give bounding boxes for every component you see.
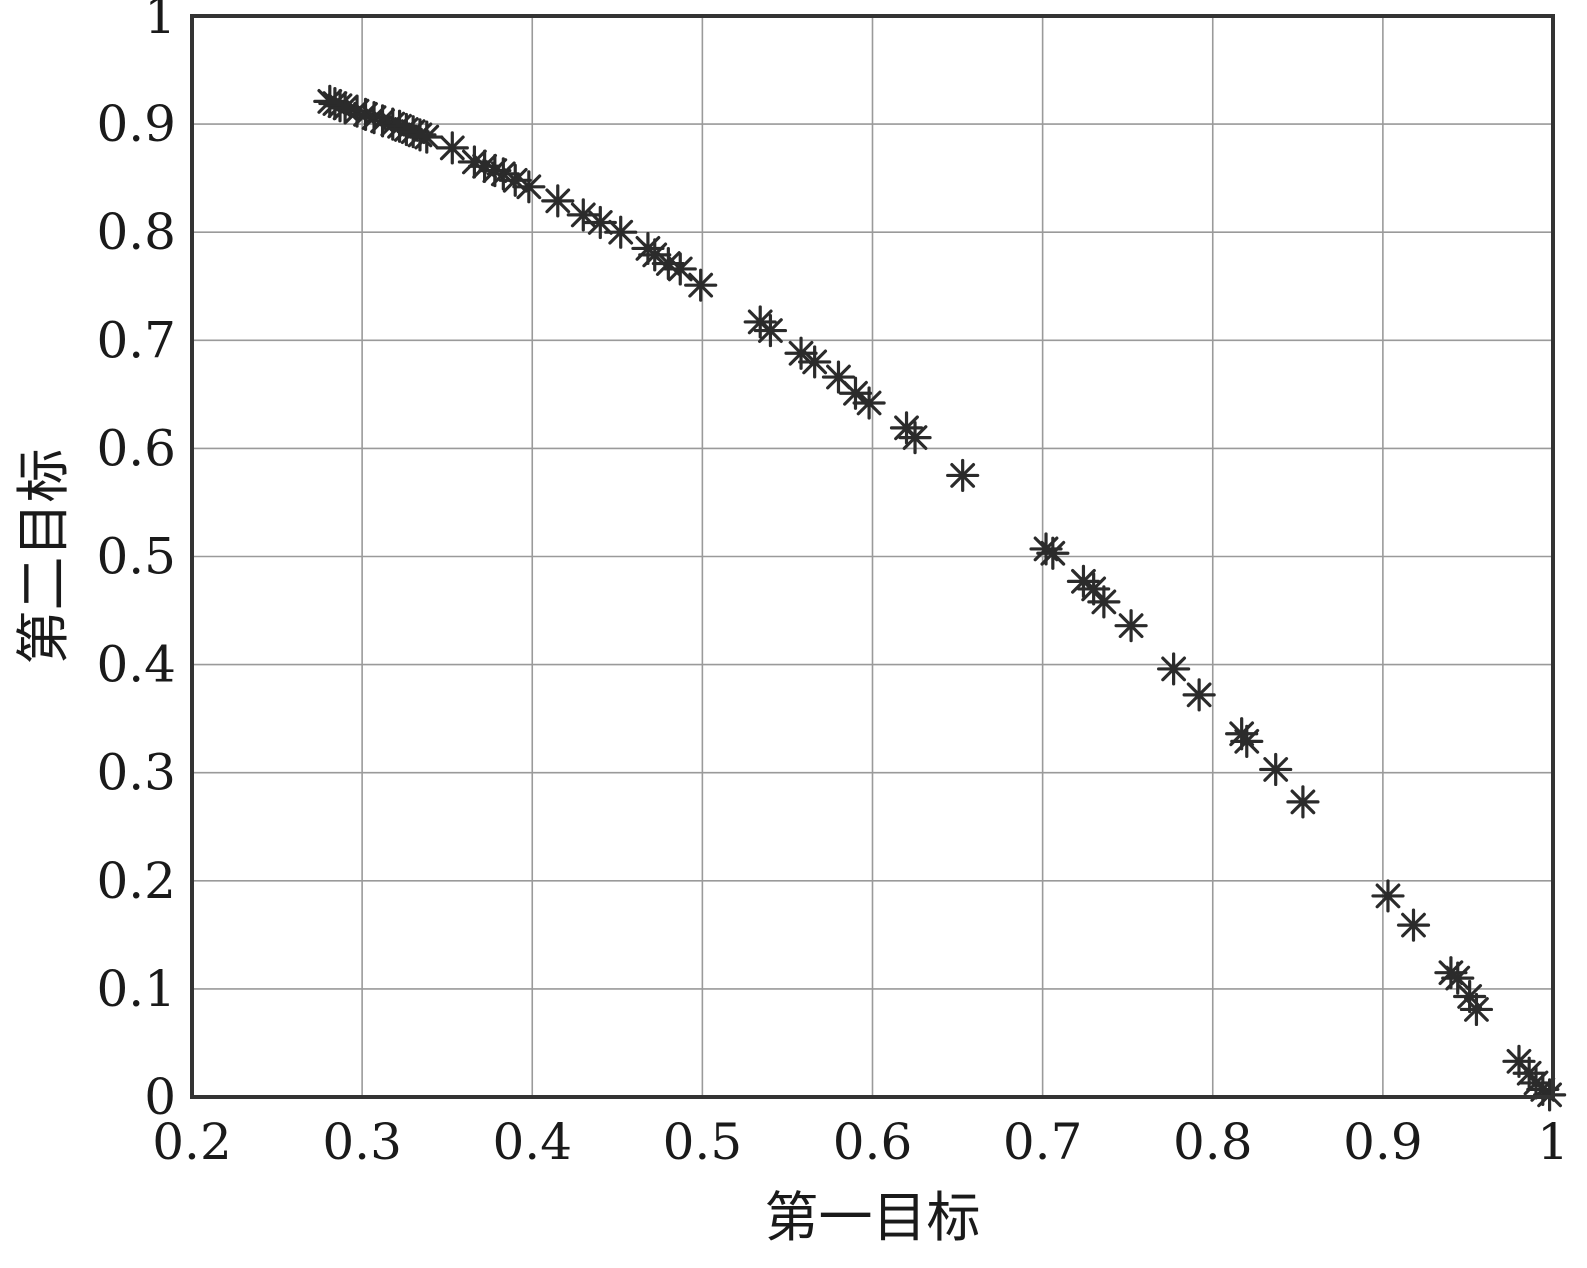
data-point <box>852 386 886 420</box>
y-tick-label: 0 <box>144 1068 176 1126</box>
x-axis-label: 第一目标 <box>765 1186 981 1249</box>
data-point <box>1036 536 1070 570</box>
x-tick-label: 0.9 <box>1343 1113 1423 1171</box>
data-point <box>604 215 638 249</box>
data-point <box>1371 879 1405 913</box>
data-point <box>541 184 575 218</box>
data-point <box>1157 652 1191 686</box>
grid-lines <box>192 16 1553 1097</box>
x-tick-label: 0.8 <box>1173 1113 1253 1171</box>
data-point <box>1396 908 1431 942</box>
data-point <box>651 246 685 281</box>
data-point <box>898 420 932 455</box>
data-point <box>1087 585 1121 619</box>
x-tick-labels: 0.2 0.3 0.4 0.5 0.6 0.7 0.8 0.9 1 <box>152 1113 1569 1171</box>
data-point <box>946 458 980 493</box>
y-tick-label: 0.1 <box>96 960 176 1018</box>
data-point <box>1230 724 1264 758</box>
data-point <box>798 345 832 379</box>
data-point <box>1114 609 1148 643</box>
data-point <box>1259 752 1293 787</box>
data-point <box>684 268 718 302</box>
data-point <box>512 170 546 204</box>
y-tick-label: 0.3 <box>96 744 176 802</box>
data-point <box>663 252 697 286</box>
data-point <box>838 376 873 410</box>
x-tick-label: 0.6 <box>833 1113 913 1171</box>
data-point <box>1182 678 1216 712</box>
y-tick-label: 0.2 <box>96 852 176 910</box>
plot-frame <box>190 14 1555 1099</box>
x-tick-label: 0.3 <box>322 1113 402 1171</box>
data-point <box>1459 992 1494 1027</box>
y-axis-label: 第二目标 <box>12 449 75 665</box>
data-point <box>1286 785 1320 819</box>
data-point <box>753 313 788 348</box>
y-tick-label: 0.8 <box>96 203 176 261</box>
data-point <box>410 120 444 154</box>
data-point <box>1441 961 1475 995</box>
data-point <box>1532 1078 1567 1112</box>
y-tick-label: 0.9 <box>96 95 176 153</box>
data-point <box>1077 572 1111 606</box>
x-tick-label: 0.5 <box>663 1113 743 1171</box>
y-tick-labels: 0 0.1 0.2 0.3 0.4 0.5 0.6 0.7 0.8 0.9 1 <box>96 0 176 1126</box>
x-tick-label: 0.4 <box>492 1113 572 1171</box>
y-tick-label: 0.4 <box>96 636 176 694</box>
y-tick-label: 0.5 <box>96 528 176 586</box>
data-points <box>313 84 1567 1112</box>
x-tick-label: 0.2 <box>152 1113 232 1171</box>
data-point <box>821 360 856 394</box>
x-tick-label: 1 <box>1537 1113 1569 1171</box>
data-point <box>435 131 469 165</box>
y-tick-label: 0.6 <box>96 419 176 477</box>
x-tick-label: 0.7 <box>1003 1113 1083 1171</box>
y-tick-label: 1 <box>144 0 176 45</box>
y-tick-label: 0.7 <box>96 311 176 369</box>
